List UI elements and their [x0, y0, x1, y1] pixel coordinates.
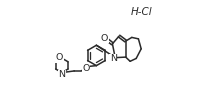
Text: N: N	[58, 70, 65, 79]
Text: H-Cl: H-Cl	[130, 7, 152, 17]
Text: N: N	[110, 54, 117, 63]
Text: O: O	[56, 53, 63, 62]
Text: O: O	[82, 64, 90, 73]
Text: O: O	[101, 34, 108, 43]
